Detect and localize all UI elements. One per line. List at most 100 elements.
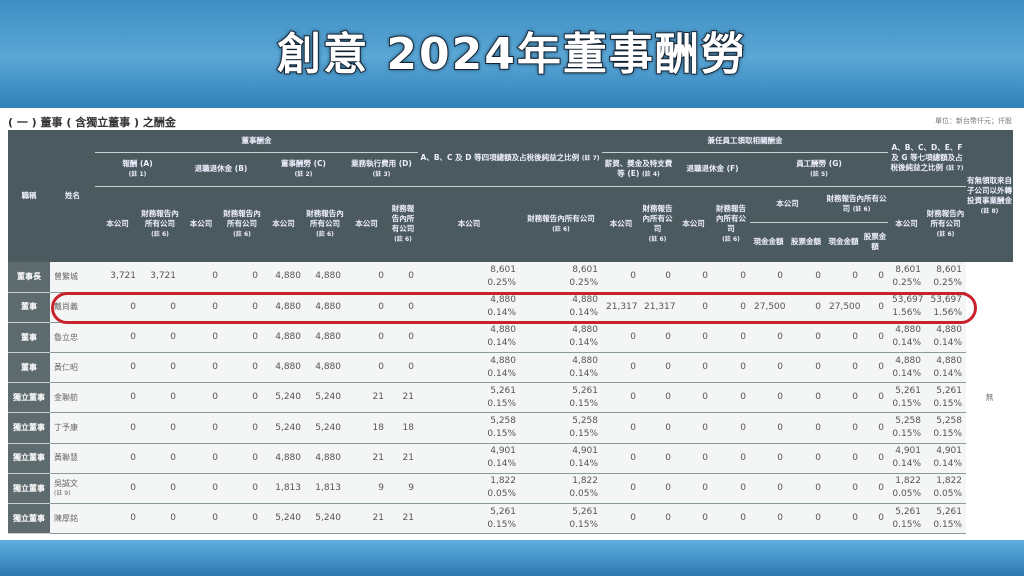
value-cell: 4,880 [305,292,345,323]
value-cell: 4,880 0.14% [418,292,520,323]
compensation-table: 職稱 姓名 董事酬金 A、B、C 及 D 等四項總額及占稅後純益之比例 (註 7… [8,130,1013,535]
value-cell: 0 [388,262,418,293]
value-cell: 4,901 0.14% [520,443,602,474]
name-cell: 金聯舫 [50,382,95,414]
value-cell: 0 [712,352,750,384]
table-row: 獨立董事 陳厚銘 0 0 0 0 5,240 5,240 21 21 5,261 0.15% 5,261… [8,503,1013,535]
value-cell: 0 [787,473,825,505]
header-role: 職稱 [8,130,50,262]
value-cell: 18 [345,412,388,444]
header-abcdefg: A、B、C、D、E、F 及 G 等七項總額及占稅後純益之比例 (註 7) [888,130,966,187]
value-cell: 4,880 0.14% [888,352,925,384]
value-cell: 0 [712,473,750,505]
value-cell: 0 [825,262,862,293]
value-cell: 0 [602,412,640,444]
header-a-company: 本公司 [95,186,140,262]
value-cell: 0 [222,322,262,354]
header-name: 姓名 [50,130,95,262]
value-cell: 0 [602,503,640,535]
value-cell: 21 [345,382,388,414]
name-cell: 陳厚銘 [50,503,95,535]
value-cell: 0 [180,262,222,293]
header-other-income: 有無領取來自子公司以外轉投資事業酬金 (註 8) [966,130,1013,262]
value-cell: 0 [222,352,262,384]
value-cell: 0 [640,412,675,444]
value-cell: 0 [787,382,825,414]
value-cell: 0 [180,322,222,354]
value-cell: 1,813 [262,473,305,505]
value-cell: 0 [180,503,222,535]
value-cell: 0 [787,412,825,444]
value-cell: 5,261 0.15% [925,382,966,414]
compensation-panel: ( 一 ) 董事 ( 含獨立董事 ) 之酬金 單位：新台幣仟元；仟股 職稱 姓名… [0,108,1024,540]
value-cell: 3,721 [140,262,180,293]
role-cell: 獨立董事 [8,503,50,535]
value-cell: 21 [388,443,418,474]
value-cell: 0 [222,503,262,535]
value-cell: 4,880 0.14% [418,352,520,384]
value-cell: 21 [345,503,388,535]
table-row: 董事 魯立忠 0 0 0 0 4,880 4,880 0 0 4,880 0.14% 4,880 0.14… [8,322,1013,354]
value-cell: 0 [602,382,640,414]
role-cell: 獨立董事 [8,412,50,444]
value-cell: 0 [712,322,750,354]
value-cell: 0 [675,322,712,354]
header-a-all-companies: 財務報告內所有公司 (註 6) [140,186,180,262]
value-cell: 0 [825,382,862,414]
header-abcdefg-all-companies: 財務報告內所有公司 (註 6) [925,186,966,262]
value-cell: 0 [825,412,862,444]
name-cell: 黃聯慧 [50,443,95,474]
table-row: 董事長 曾繁城 3,721 3,721 0 0 4,880 4,880 0 0 8,601 0.25%… [8,262,1013,534]
value-cell: 0 [787,443,825,474]
value-cell: 0 [95,503,140,535]
table-row: 董事 黃仁昭 0 0 0 0 4,880 4,880 0 0 4,880 0.14% 4,880 0.14… [8,352,1013,384]
value-cell: 0 [640,262,675,293]
value-cell: 0 [675,382,712,414]
table-row: 獨立董事 黃聯慧 0 0 0 0 4,880 4,880 21 21 4,901 0.14% 4,901… [8,443,1013,474]
header-c-company: 本公司 [262,186,305,262]
header-g-company-stock: 股票金額 [787,222,825,262]
header-g-company-cash: 現金金額 [750,222,787,262]
value-cell: 1,822 0.05% [925,473,966,505]
value-cell: 0 [388,322,418,354]
value-cell: 0 [602,473,640,505]
value-cell: 0 [640,322,675,354]
name-cell: 魯立忠 [50,322,95,354]
value-cell: 21,317 [602,292,640,323]
value-cell: 0 [602,352,640,384]
value-cell: 0 [640,473,675,505]
value-cell: 5,240 [305,382,345,414]
value-cell: 0 [95,292,140,323]
table-header: 職稱 姓名 董事酬金 A、B、C 及 D 等四項總額及占稅後純益之比例 (註 7… [8,130,1013,262]
value-cell: 0 [140,382,180,414]
value-cell: 5,240 [262,412,305,444]
value-cell: 0 [862,262,888,293]
value-cell: 4,901 0.14% [888,443,925,474]
value-cell: 0 [222,443,262,474]
header-abcd-company: 本公司 [418,186,520,262]
value-cell: 0 [750,322,787,354]
value-cell: 21,317 [640,292,676,323]
value-cell: 0 [640,382,675,414]
value-cell: 4,880 [305,352,345,384]
value-cell: 0 [787,322,825,354]
value-cell: 8,601 0.25% [888,262,925,293]
value-cell: 53,697 1.56% [888,292,925,323]
value-cell: 21 [345,443,388,474]
value-cell: 0 [750,443,787,474]
header-e: 薪資、獎金及特支費等 (E) (註 4) [602,152,675,187]
value-cell: 21 [388,382,418,414]
value-cell: 0 [675,503,712,535]
value-cell: 21 [388,503,418,535]
value-cell: 27,500 [750,292,787,323]
name-cell: 戴尚義 [50,292,95,323]
value-cell: 8,601 0.25% [925,262,966,293]
value-cell: 5,240 [305,503,345,535]
value-cell: 0 [640,503,675,535]
value-cell: 0 [222,382,262,414]
value-cell: 0 [675,473,712,505]
value-cell: 1,822 0.05% [888,473,925,505]
header-abcd-all-companies: 財務報告內所有公司 (註 6) [520,186,602,262]
value-cell: 4,880 [305,262,345,293]
value-cell: 5,261 0.15% [888,382,925,414]
